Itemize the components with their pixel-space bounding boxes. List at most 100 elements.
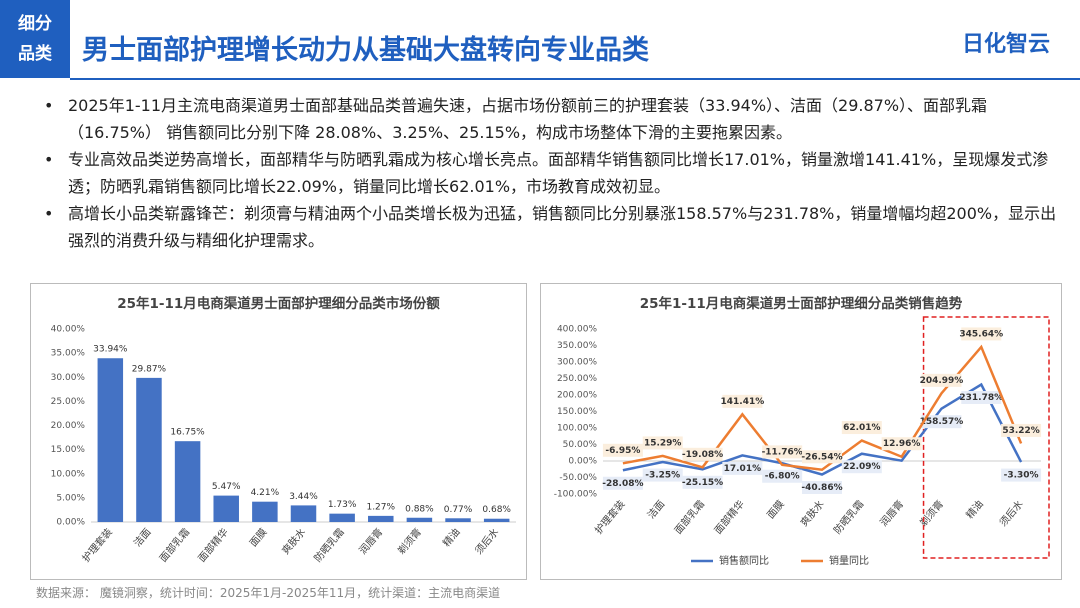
label-bg <box>642 436 683 450</box>
y-tick-label: -50.00% <box>559 473 597 483</box>
bar <box>445 518 471 522</box>
x-tick-label: 面膜 <box>765 498 787 521</box>
bullet: 2025年1-11月主流电商渠道男士面部基础品类普遍失速，占据市场份额前三的护理… <box>40 92 1060 146</box>
x-tick-label: 剃须膏 <box>395 526 424 557</box>
legend-label: 销售额同比 <box>719 554 769 567</box>
label-bg <box>602 443 643 457</box>
x-tick-label: 须后水 <box>997 498 1025 529</box>
x-tick-label: 润唇膏 <box>877 498 906 529</box>
data-label: 3.44% <box>289 492 318 502</box>
x-tick-label: 面部乳霜 <box>671 498 707 537</box>
x-tick-label: 爽肤水 <box>797 498 826 529</box>
data-label: 158.57% <box>920 417 964 427</box>
x-tick-label: 面部精华 <box>711 498 747 537</box>
data-label: 22.09% <box>843 462 881 472</box>
bar <box>290 505 317 522</box>
bar <box>213 495 239 522</box>
x-tick-label: 面膜 <box>247 526 269 549</box>
data-label: 17.01% <box>724 464 762 474</box>
x-tick-label: 剃须膏 <box>917 498 946 529</box>
bullet-list: 2025年1-11月主流电商渠道男士面部基础品类普遍失速，占据市场份额前三的护理… <box>40 92 1060 254</box>
slide-title: 男士面部护理增长动力从基础大盘转向专业品类 <box>82 35 649 66</box>
data-label: 4.21% <box>251 488 280 498</box>
data-label: -6.95% <box>605 446 640 456</box>
data-label: 345.64% <box>959 329 1003 339</box>
x-tick-label: 精油 <box>440 526 463 550</box>
x-tick-label: 护理套装 <box>79 526 115 565</box>
data-label: -3.25% <box>645 471 680 481</box>
data-label: 29.87% <box>132 364 167 374</box>
y-tick-label: 400.00% <box>557 325 597 335</box>
section-tag: 细分 品类 <box>0 0 70 78</box>
data-label: 0.88% <box>405 504 434 514</box>
data-label: -26.54% <box>801 452 842 462</box>
data-label: -11.76% <box>762 447 803 457</box>
label-bg <box>762 469 803 483</box>
x-tick-label: 爽肤水 <box>279 526 308 557</box>
label-bg <box>722 461 763 475</box>
y-tick-label: 300.00% <box>557 358 597 368</box>
label-bg <box>762 445 803 459</box>
x-tick-label: 面部乳霜 <box>157 526 193 565</box>
x-tick-label: 面部精华 <box>195 526 231 565</box>
y-tick-label: 200.00% <box>557 391 597 401</box>
x-tick-label: 防晒乳霜 <box>311 526 347 565</box>
data-label: 33.94% <box>93 345 128 355</box>
x-tick-label: 防晒乳霜 <box>831 498 867 537</box>
bar <box>252 501 278 522</box>
y-tick-label: 25.00% <box>51 397 86 407</box>
data-label: 5.47% <box>212 482 241 492</box>
data-label: 16.75% <box>170 428 205 438</box>
x-tick-label: 须后水 <box>473 526 501 557</box>
bar <box>368 515 394 522</box>
y-tick-label: 40.00% <box>51 325 86 335</box>
data-label: -19.08% <box>682 450 723 460</box>
y-tick-label: 250.00% <box>557 374 597 384</box>
data-label: 231.78% <box>959 393 1003 403</box>
bar <box>329 513 355 522</box>
data-label: 0.68% <box>482 505 511 515</box>
label-bg <box>642 468 683 482</box>
line-chart: 25年1-11月电商渠道男士面部护理细分品类销售趋势 -100.00% -50.00… <box>540 283 1062 580</box>
data-label: -6.80% <box>765 472 800 482</box>
tag-line: 品类 <box>18 44 52 64</box>
bar <box>174 441 201 522</box>
label-bg <box>722 394 763 408</box>
bullet: 专业高效品类逆势高增长，面部精华与防晒乳霜成为核心增长亮点。面部精华销售额同比增… <box>40 146 1060 200</box>
y-tick-label: 50.00% <box>563 440 598 450</box>
data-label: 15.29% <box>644 438 682 448</box>
x-tick-label: 精油 <box>963 498 986 522</box>
legend-label: 销量同比 <box>829 554 869 567</box>
data-label: 0.77% <box>444 505 473 515</box>
data-label: 12.96% <box>883 439 921 449</box>
y-tick-label: 0.00% <box>56 518 85 528</box>
label-bg <box>802 480 842 494</box>
y-tick-label: 15.00% <box>51 445 86 455</box>
y-tick-label: 350.00% <box>557 341 597 351</box>
chart-title: 25年1-11月电商渠道男士面部护理细分品类销售趋势 <box>640 295 963 312</box>
y-tick-label: 100.00% <box>557 424 597 434</box>
label-bg <box>841 460 882 474</box>
label-bg <box>682 475 723 489</box>
label-bg <box>881 437 922 451</box>
label-bg <box>682 447 723 461</box>
data-label: 62.01% <box>843 423 881 433</box>
label-bg <box>961 327 1002 341</box>
data-label: 1.73% <box>328 500 357 510</box>
data-label: -40.86% <box>801 483 842 493</box>
logo: 日化智云 <box>961 32 1050 57</box>
x-tick-label: 护理套装 <box>592 498 628 537</box>
data-label: 204.99% <box>920 376 964 386</box>
y-tick-label: 20.00% <box>51 421 86 431</box>
data-label: 53.22% <box>1002 426 1039 436</box>
bar <box>136 377 162 522</box>
label-bg <box>1001 423 1042 437</box>
label-bg <box>841 421 882 435</box>
y-tick-label: 5.00% <box>56 493 85 503</box>
y-tick-label: 30.00% <box>51 373 86 383</box>
x-tick-label: 润唇膏 <box>356 526 385 557</box>
y-tick-label: 35.00% <box>51 349 86 359</box>
chart-title: 25年1-11月电商渠道男士面部护理细分品类市场份额 <box>117 295 440 312</box>
data-label: 1.27% <box>366 502 395 512</box>
